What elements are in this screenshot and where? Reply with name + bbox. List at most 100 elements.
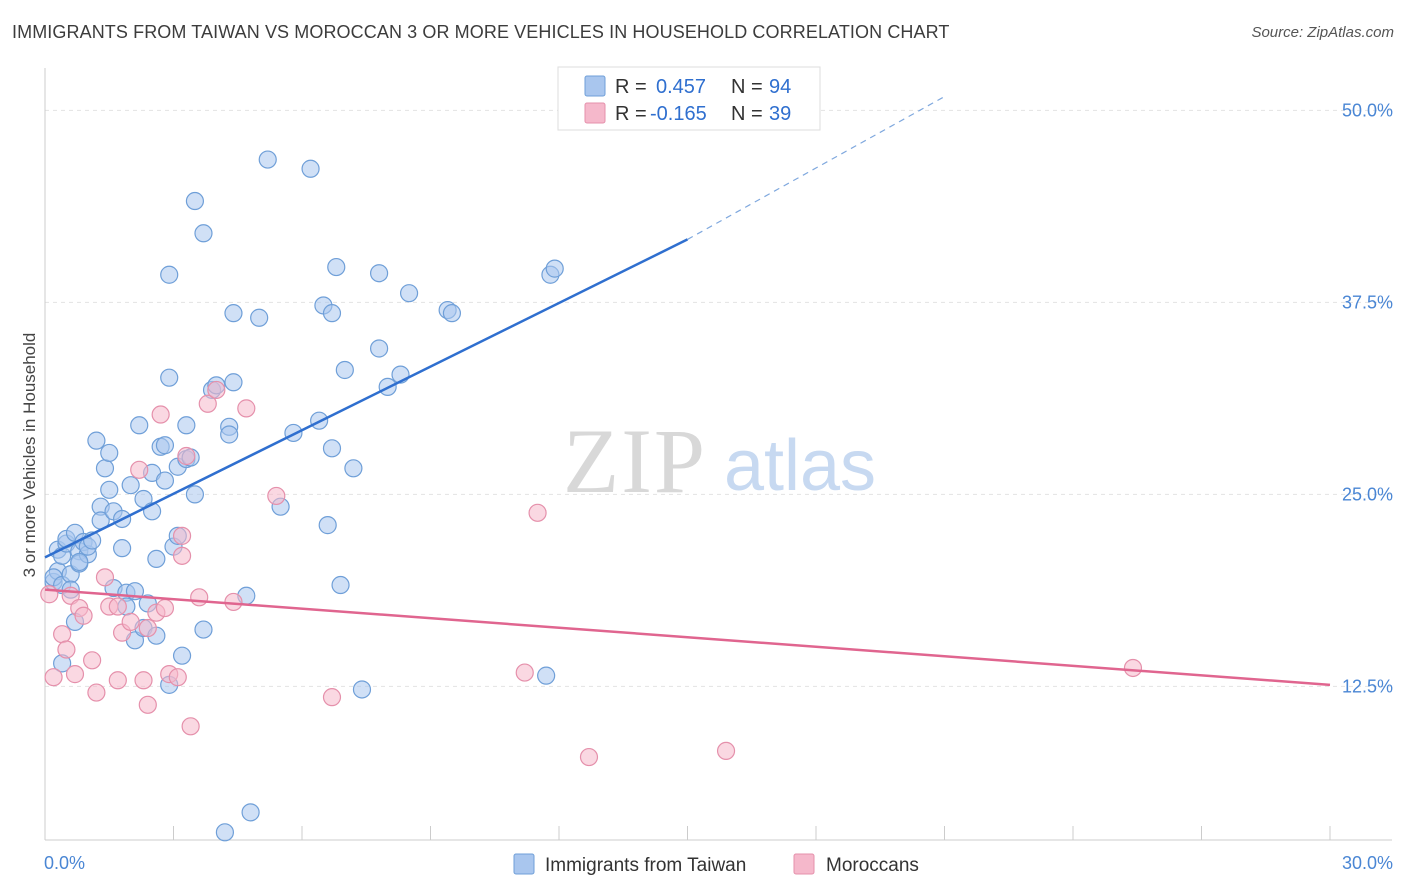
- taiwan-point-68: [250, 308, 269, 327]
- morocco-point-25: [172, 526, 192, 545]
- taiwan-point-61: [215, 823, 234, 842]
- series-taiwan-points: [44, 150, 564, 842]
- legend-n-value-morocco: 39: [769, 103, 791, 125]
- trend-line-taiwan-extension: [687, 96, 945, 240]
- taiwan-point-67: [241, 803, 260, 822]
- taiwan-point-71: [284, 423, 303, 443]
- legend-top: R = 0.457 N = 94 R = -0.165 N = 39: [557, 66, 821, 131]
- morocco-point-27: [177, 446, 196, 466]
- trend-line-taiwan: [44, 238, 689, 559]
- y-tick-label-2: 37.5%: [1342, 292, 1393, 312]
- trend-lines: [44, 96, 1331, 687]
- watermark-atlas: atlas: [724, 426, 876, 506]
- taiwan-point-83: [370, 264, 389, 283]
- taiwan-point-89: [442, 304, 462, 323]
- bottom-legend-label-morocco: Moroccans: [826, 855, 919, 876]
- taiwan-point-23: [100, 480, 119, 499]
- taiwan-point-77: [322, 439, 342, 458]
- morocco-point-36: [528, 503, 547, 522]
- x-tick-labels: 0.0% 30.0%: [44, 853, 1393, 873]
- morocco-point-7: [74, 606, 93, 625]
- morocco-point-13: [108, 671, 127, 690]
- morocco-point-22: [155, 598, 175, 618]
- y-tick-label-1: 25.0%: [1342, 484, 1393, 504]
- legend-n-value-taiwan: 94: [769, 76, 791, 98]
- watermark-zip: ZIP: [563, 410, 707, 512]
- taiwan-point-57: [194, 620, 213, 639]
- legend-bottom: Immigrants from Taiwan Moroccans: [513, 853, 919, 876]
- morocco-point-8: [83, 651, 102, 670]
- legend-n-label-morocco: N =: [731, 103, 763, 125]
- taiwan-point-55: [185, 485, 205, 504]
- morocco-point-26: [172, 546, 192, 565]
- bottom-legend-label-taiwan: Immigrants from Taiwan: [545, 855, 746, 876]
- morocco-point-33: [237, 399, 256, 418]
- morocco-point-39: [515, 663, 534, 682]
- y-tick-label-0: 12.5%: [1342, 676, 1393, 696]
- morocco-point-10: [95, 568, 115, 587]
- taiwan-point-44: [155, 436, 175, 455]
- taiwan-point-28: [112, 539, 132, 558]
- morocco-point-30: [198, 394, 217, 413]
- taiwan-point-19: [87, 431, 106, 450]
- morocco-point-34: [267, 486, 286, 506]
- morocco-point-29: [190, 588, 209, 607]
- morocco-point-19: [138, 695, 157, 714]
- x-tick-label-1: 30.0%: [1342, 853, 1393, 873]
- morocco-point-12: [108, 597, 127, 616]
- legend-swatch-morocco: [584, 102, 606, 124]
- bottom-legend-swatch-morocco: [793, 853, 815, 875]
- legend-n-label-taiwan: N =: [731, 76, 763, 98]
- legend-r-value-morocco: -0.165: [650, 103, 707, 125]
- morocco-point-0: [40, 585, 59, 604]
- taiwan-point-24: [100, 443, 119, 463]
- series-morocco-points: [40, 380, 1143, 767]
- morocco-point-1: [44, 668, 63, 687]
- taiwan-point-69: [258, 150, 277, 169]
- watermark: ZIP atlas: [563, 410, 876, 512]
- taiwan-point-78: [327, 257, 346, 277]
- taiwan-point-93: [70, 552, 89, 572]
- taiwan-point-80: [335, 360, 354, 380]
- taiwan-point-81: [344, 459, 363, 478]
- trend-line-morocco: [44, 588, 1331, 687]
- taiwan-point-34: [130, 416, 149, 435]
- y-tick-label-3: 50.0%: [1342, 100, 1393, 120]
- morocco-point-16: [130, 460, 149, 479]
- chart-title: IMMIGRANTS FROM TAIWAN VS MOROCCAN 3 OR …: [12, 22, 950, 42]
- taiwan-point-75: [318, 516, 337, 535]
- morocco-point-3: [57, 640, 76, 659]
- morocco-point-31: [207, 380, 226, 400]
- morocco-point-35: [322, 688, 342, 707]
- taiwan-point-84: [370, 339, 389, 358]
- taiwan-point-65: [224, 304, 243, 323]
- taiwan-point-72: [301, 159, 320, 178]
- legend-r-label-taiwan: R =: [615, 76, 647, 98]
- morocco-point-37: [579, 747, 599, 767]
- legend-r-label-morocco: R =: [615, 103, 647, 125]
- taiwan-point-22: [95, 459, 115, 478]
- morocco-point-17: [134, 671, 153, 690]
- taiwan-point-58: [194, 224, 213, 243]
- taiwan-point-79: [331, 575, 350, 595]
- morocco-point-38: [716, 741, 736, 761]
- taiwan-point-76: [322, 304, 342, 323]
- taiwan-point-51: [172, 646, 192, 665]
- taiwan-point-53: [177, 416, 196, 435]
- taiwan-point-92: [545, 259, 564, 278]
- taiwan-point-63: [220, 425, 239, 444]
- morocco-point-21: [151, 405, 170, 424]
- legend-swatch-taiwan: [584, 75, 606, 97]
- taiwan-point-41: [147, 549, 166, 569]
- taiwan-point-56: [185, 191, 205, 211]
- taiwan-point-90: [537, 666, 556, 685]
- taiwan-point-87: [399, 284, 419, 303]
- y-tick-labels: 12.5% 25.0% 37.5% 50.0%: [1342, 100, 1393, 696]
- morocco-point-28: [181, 717, 200, 736]
- morocco-point-18: [138, 618, 157, 638]
- chart-source: Source: ZipAtlas.com: [1251, 24, 1394, 41]
- x-tick-label-0: 0.0%: [44, 853, 85, 873]
- y-axis-label: 3 or more Vehicles in Household: [20, 333, 39, 578]
- morocco-point-2: [53, 625, 72, 644]
